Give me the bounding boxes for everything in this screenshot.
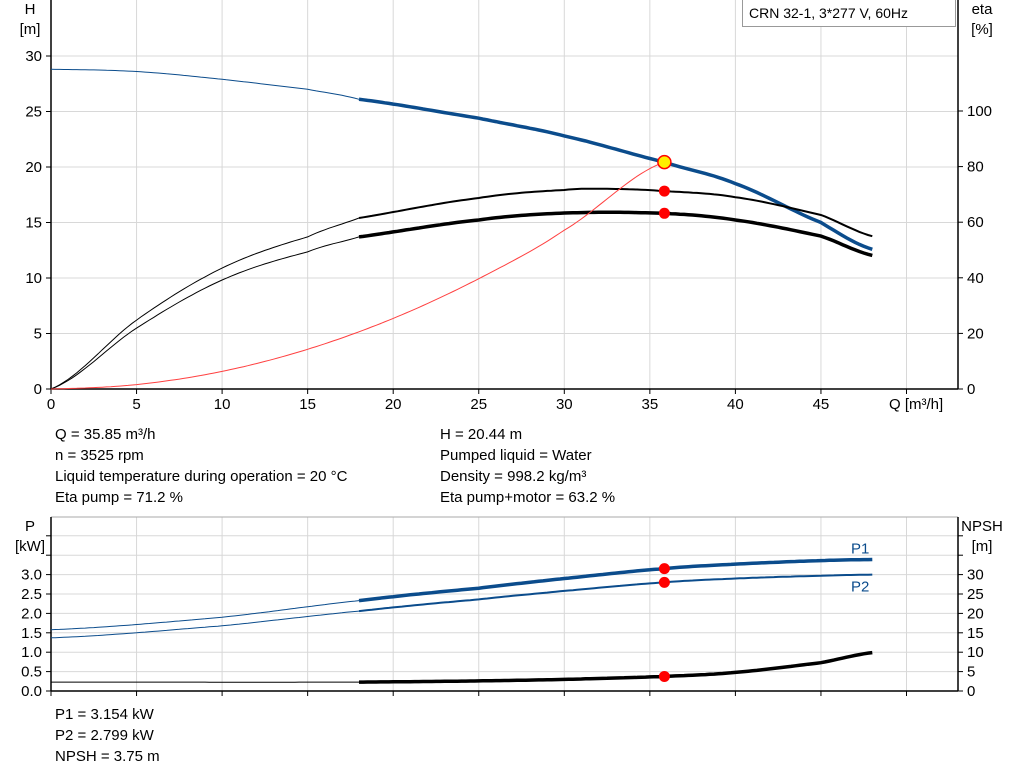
info-npsh: NPSH = 3.75 m [55,748,160,765]
info-top-left: Q = 35.85 m³/h n = 3525 rpm Liquid tempe… [55,424,347,508]
y-right-tick-label: 100 [967,103,992,120]
p1-label: P1 [851,540,869,557]
info-speed: n = 3525 rpm [55,447,144,464]
y-left-tick-label: 0 [34,381,42,398]
operating-point [658,576,670,588]
y-right-tick-label: 60 [967,214,984,231]
y-right-tick-label: 20 [967,605,984,622]
info-p2: P2 = 2.799 kW [55,727,154,744]
y-right-axis-label: [%] [971,21,993,38]
y-left-tick-label: 15 [25,215,42,232]
eta_pump_motor-curve-thin [50,236,360,390]
y-left-tick-label: 2.5 [21,586,42,603]
y-right-axis-label: NPSH [961,518,1003,535]
eta_pump_motor-curve [358,210,873,258]
y-left-tick-label: 30 [25,48,42,65]
y-left-tick-label: 5 [34,326,42,343]
x-tick-label: 40 [727,396,744,413]
info-eta-pump-motor: Eta pump+motor = 63.2 % [440,489,616,506]
y-left-tick-label: 2.0 [21,605,42,622]
y-left-tick-label: 0.0 [21,683,42,700]
y-right-tick-label: 0 [967,683,975,700]
y-left-tick-label: 1.0 [21,644,42,661]
x-tick-label: 35 [642,396,659,413]
y-right-tick-label: 15 [967,625,984,642]
y-right-tick-label: 30 [967,567,984,584]
x-tick-label: 0 [47,396,55,413]
info-density: Density = 998.2 kg/m³ [440,468,587,485]
y-left-tick-label: 10 [25,270,42,287]
p2-label: P2 [851,579,869,596]
info-bottom: P1 = 3.154 kW P2 = 2.799 kW NPSH = 3.75 … [55,704,160,767]
info-liquid: Pumped liquid = Water [440,447,592,464]
operating-point [658,207,670,219]
x-tick-label: 30 [556,396,573,413]
y-left-tick-label: 0.5 [21,664,42,681]
info-temperature: Liquid temperature during operation = 20… [55,468,348,485]
y-left-tick-label: 3.0 [21,567,42,584]
y-left-tick-label: 20 [25,159,42,176]
p1-curve [358,557,873,603]
npsh-curve [359,650,873,684]
y-right-axis-label: [m] [972,538,993,555]
operating-point [657,154,672,170]
y-right-tick-label: 25 [967,586,984,603]
x-tick-label: 20 [385,396,402,413]
x-axis-label: Q [m³/h] [889,396,943,413]
y-left-tick-label: 1.5 [21,625,42,642]
operating-point [658,563,670,575]
eta_pump-curve-thin [50,217,360,390]
p2-curve [358,573,873,613]
x-tick-label: 5 [132,396,140,413]
operating-point [658,185,670,197]
y-right-tick-label: 40 [967,270,984,287]
eta_pump-curve [358,187,873,238]
y-right-tick-label: 80 [967,159,984,176]
info-flow: Q = 35.85 m³/h [55,426,156,443]
info-eta-pump: Eta pump = 71.2 % [55,489,183,506]
head-curve-thin [50,68,360,100]
info-top-right: H = 20.44 m Pumped liquid = Water Densit… [440,424,615,508]
x-tick-label: 45 [813,396,830,413]
x-tick-label: 10 [214,396,231,413]
x-tick-label: 25 [470,396,487,413]
y-left-axis-label: H [25,1,36,18]
y-left-tick-label: 25 [25,104,42,121]
info-p1: P1 = 3.154 kW [55,706,154,723]
y-right-tick-label: 20 [967,325,984,342]
p1-curve-thin [50,600,360,631]
y-left-axis-label: [m] [20,21,41,38]
y-right-tick-label: 10 [967,644,984,661]
x-tick-label: 15 [299,396,316,413]
y-left-axis-label: [kW] [15,538,45,555]
info-head: H = 20.44 m [440,426,523,443]
p2-curve-thin [50,610,360,639]
y-right-axis-label: eta [972,1,994,18]
y-right-tick-label: 5 [967,664,975,681]
system-curve [50,162,663,390]
operating-point [658,670,670,682]
pump-title-box: CRN 32-1, 3*277 V, 60Hz [742,0,956,27]
y-left-axis-label: P [25,518,35,535]
y-right-tick-label: 0 [967,381,975,398]
